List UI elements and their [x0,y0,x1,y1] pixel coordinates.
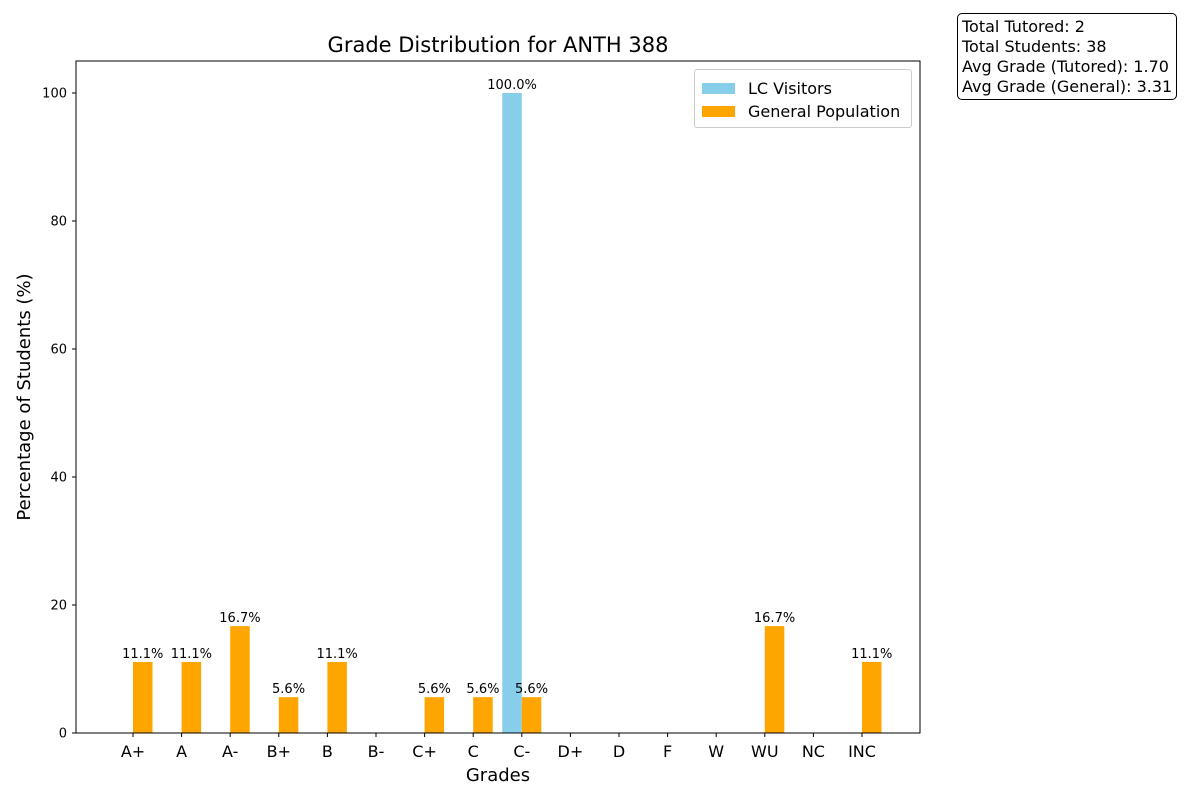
bar-label-general-population-3: 16.7% [219,611,260,626]
bar-label-general-population-5: 11.1% [316,647,357,662]
bar-general-population-1 [133,661,153,733]
bar-label-general-population-9: 5.6% [515,682,548,697]
legend-item-general-population: General Population [702,101,900,121]
x-tick-label: W [708,742,724,761]
x-tick-label: C [468,742,479,761]
x-axis: A+ A A- B+ B B- C+ C C- D+ D F W WU NC INC [121,733,876,761]
x-tick-label: WU [751,742,779,761]
x-tick-label: A- [222,742,238,761]
x-tick-label: D [613,742,625,761]
x-tick-label: B- [368,742,385,761]
x-tick-label: A+ [121,742,145,761]
y-axis-label: Percentage of Students (%) [14,273,35,520]
bar-labels-group: 100.0% 11.1% 11.1% 16.7% 5.6% 11.1% 5.6% 5.6% 5.… [122,78,892,697]
legend-item-lc-visitors: LC Visitors [702,78,832,98]
x-tick-label: C- [513,742,530,761]
stat-total-students: Total Students: 38 [962,37,1107,56]
bar-general-population-4 [278,697,299,733]
x-axis-label: Grades [466,765,530,786]
bar-label-general-population-1: 11.1% [122,647,163,662]
chart-title: Grade Distribution for ANTH 388 [328,33,669,57]
x-tick-label: NC [802,742,825,761]
x-tick-label: A [176,742,187,761]
bar-general-population-3 [230,626,250,733]
y-tick-label: 20 [50,599,67,614]
bar-general-population-16 [862,661,882,733]
y-tick-label: 40 [50,471,67,486]
legend-swatch-general-population [702,105,735,117]
x-tick-label: INC [848,742,876,761]
bar-label-general-population-2: 11.1% [171,647,212,662]
bar-general-population-5 [327,661,347,733]
y-tick-label: 80 [50,215,67,230]
bar-label-lc-visitors-9: 100.0% [487,78,537,93]
legend-swatch-lc-visitors [702,82,735,94]
stat-avg-grade-general: Avg Grade (General): 3.31 [962,77,1173,96]
y-tick-label: 0 [59,727,67,742]
bar-label-general-population-7: 5.6% [418,682,451,697]
bar-general-population-8 [473,697,493,733]
bar-label-general-population-16: 11.1% [851,647,892,662]
plot-frame [75,60,921,734]
legend-label-lc-visitors: LC Visitors [748,78,832,98]
bar-general-population-7 [424,697,445,733]
stat-total-tutored: Total Tutored: 2 [962,17,1085,36]
bar-general-population-9 [521,697,542,733]
bars-group [133,93,882,733]
y-axis: 0 20 40 60 80 100 [42,87,76,742]
bar-general-population-14 [764,626,785,733]
legend: LC Visitors General Population [694,69,912,128]
legend-label-general-population: General Population [748,101,901,121]
x-tick-label: D+ [558,742,584,761]
y-tick-label: 60 [50,343,67,358]
stat-avg-grade-tutored: Avg Grade (Tutored): 1.70 [962,57,1169,76]
bar-lc-visitors-9 [502,93,522,733]
bar-general-population-2 [181,661,202,733]
x-tick-label: B [322,742,333,761]
x-tick-label: B+ [267,742,291,761]
stats-box: Total Tutored: 2 Total Students: 38 Avg … [957,13,1178,100]
x-tick-label: F [663,742,672,761]
x-tick-label: C+ [412,742,437,761]
y-tick-label: 100 [42,87,67,102]
bar-label-general-population-14: 16.7% [754,611,795,626]
bar-label-general-population-8: 5.6% [466,682,499,697]
bar-label-general-population-4: 5.6% [272,682,305,697]
